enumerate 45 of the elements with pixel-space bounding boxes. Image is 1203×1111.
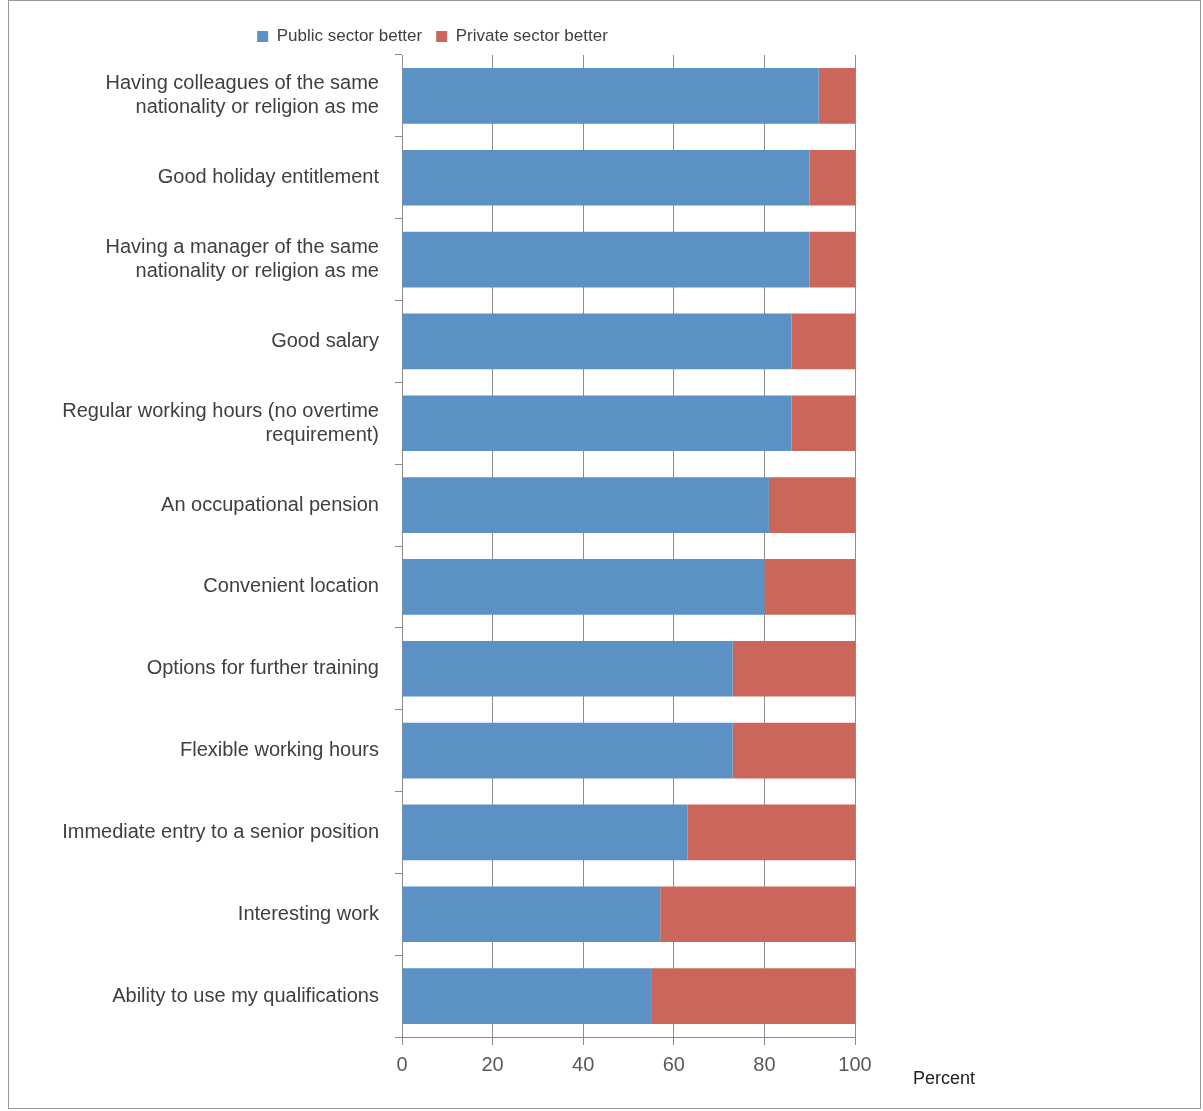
bar <box>402 886 661 943</box>
y-tick-label: Convenient location <box>203 574 379 597</box>
x-tick-label: 100 <box>838 1052 872 1075</box>
legend-label: Private sector better <box>455 26 609 46</box>
bar <box>402 559 765 615</box>
bar <box>732 722 855 779</box>
bar <box>768 477 855 533</box>
y-tick-label: An occupational pension <box>161 492 379 515</box>
bar <box>402 722 733 779</box>
y-tick-label: Having a manager of the same nationality or religion as me <box>105 235 379 282</box>
bar <box>402 640 733 697</box>
x-tick-label: 0 <box>396 1052 408 1075</box>
bar <box>402 804 688 861</box>
bar <box>402 68 819 124</box>
bar <box>402 231 810 288</box>
bar <box>660 886 855 943</box>
x-tick-label: 20 <box>481 1052 504 1075</box>
bar <box>809 149 855 206</box>
legend-label: Public sector better <box>276 26 423 46</box>
x-tick-label: 60 <box>662 1052 685 1075</box>
bar <box>732 640 855 697</box>
x-tick-label: 80 <box>753 1052 776 1075</box>
y-tick-label: Flexible working hours <box>180 738 379 761</box>
x-tick-label: 40 <box>572 1052 595 1075</box>
y-tick-label: Having colleagues of the same nationality or religion as me <box>105 71 379 118</box>
y-tick-label: Good holiday entitlement <box>157 165 380 188</box>
y-tick-label: Interesting work <box>237 901 380 924</box>
bar <box>791 395 855 452</box>
bar <box>402 968 652 1024</box>
bar <box>402 477 769 533</box>
bar <box>687 804 855 861</box>
bar <box>809 231 855 288</box>
y-tick-label: Regular working hours (no overtime requirement) <box>62 398 379 445</box>
y-tick-label: Good salary <box>271 328 379 351</box>
bar <box>402 313 792 370</box>
x-axis-title: Percent <box>913 1067 976 1088</box>
y-tick-label: Immediate entry to a senior position <box>62 819 379 842</box>
bar <box>818 68 855 124</box>
bar <box>791 313 855 370</box>
bar <box>402 149 810 206</box>
bar <box>651 968 855 1024</box>
y-tick-label: Options for further training <box>146 656 379 679</box>
bar <box>402 395 792 452</box>
bar <box>764 559 855 615</box>
y-tick-label: Ability to use my qualifications <box>112 983 379 1006</box>
